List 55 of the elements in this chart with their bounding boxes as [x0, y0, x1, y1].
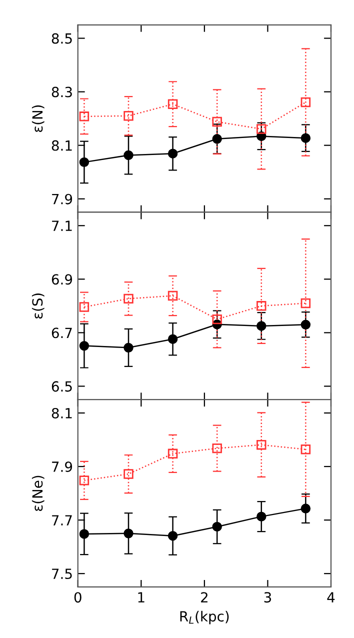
- point: [168, 99, 178, 109]
- point: [212, 522, 222, 532]
- y-tick-label: 7.9: [52, 461, 72, 472]
- point: [300, 320, 311, 330]
- x-tick-label: 2: [201, 592, 208, 602]
- point: [168, 530, 178, 541]
- y-tick-label: 7.1: [52, 220, 72, 231]
- point: [79, 476, 90, 486]
- point: [124, 294, 134, 304]
- y-tick-label: 7.5: [52, 568, 72, 580]
- y-tick-label: 8.1: [52, 408, 72, 418]
- point: [124, 469, 134, 479]
- point: [79, 302, 90, 312]
- point: [168, 334, 178, 344]
- y-axis-title: ε(S): [32, 294, 44, 319]
- point: [212, 116, 222, 127]
- point: [256, 321, 266, 331]
- point: [300, 298, 311, 308]
- point: [256, 440, 266, 450]
- y-tick-label: 7.9: [52, 194, 72, 204]
- x-tick-label: 1: [138, 592, 144, 602]
- point: [79, 340, 90, 351]
- point: [124, 111, 134, 121]
- point: [79, 112, 90, 122]
- point: [300, 444, 311, 454]
- x-axis-title: R$_{L}$(kpc): [180, 610, 229, 624]
- y-tick-label: 8.3: [52, 86, 72, 98]
- point: [124, 528, 134, 538]
- y-axis-title: ε(Ne): [32, 476, 44, 512]
- point: [124, 150, 134, 160]
- y-tick-label: 6.9: [52, 274, 72, 285]
- y-tick-label: 8.5: [52, 33, 72, 44]
- point: [256, 301, 266, 311]
- y-tick-label: 6.5: [52, 381, 72, 392]
- point: [168, 290, 178, 301]
- x-tick-label: 4: [327, 592, 335, 602]
- point: [79, 529, 90, 539]
- y-tick-label: 6.7: [52, 328, 72, 338]
- point: [168, 448, 178, 459]
- point: [212, 443, 222, 454]
- point: [256, 512, 266, 522]
- y-tick-label: 7.7: [52, 515, 72, 526]
- point: [212, 134, 222, 144]
- point: [300, 133, 311, 143]
- point: [124, 342, 134, 353]
- y-axis-title: ε(N): [32, 105, 44, 132]
- x-tick-label: 0: [74, 592, 82, 603]
- x-tick-label: 3: [264, 592, 272, 603]
- y-tick-label: 8.1: [52, 140, 72, 151]
- point: [300, 504, 311, 514]
- point: [168, 148, 178, 158]
- point: [79, 157, 90, 168]
- point: [212, 314, 222, 324]
- point: [256, 124, 266, 134]
- point: [300, 97, 311, 108]
